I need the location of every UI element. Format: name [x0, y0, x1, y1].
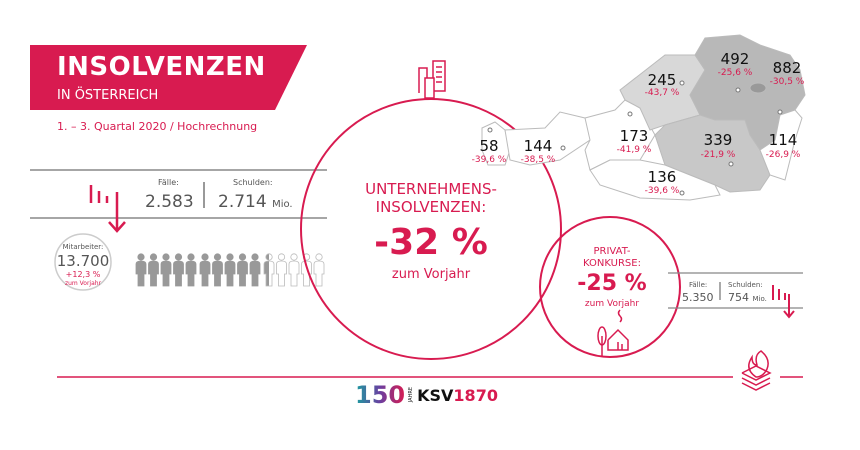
person-icon: [135, 253, 147, 287]
person-icon: [212, 253, 223, 287]
region-change: -30,5 %: [769, 77, 805, 87]
person-icon: [288, 253, 300, 287]
period-label: 1. – 3. Quartal 2020 / Hochrechnung: [57, 120, 258, 133]
logo-years: 150: [355, 381, 406, 409]
buildings-icon: [418, 60, 446, 99]
region-kaernten: [589, 159, 721, 201]
region-change: -38,5 %: [520, 155, 556, 165]
house-tree-icon: [597, 309, 629, 357]
person-icon: [224, 253, 236, 287]
region-value: 114: [768, 131, 798, 149]
region-change: -25,6 %: [717, 68, 753, 78]
person-icon: [173, 253, 184, 287]
logo-brand-year: 1870: [453, 385, 498, 405]
companies-circle: [300, 98, 562, 360]
region-value: 245: [647, 71, 677, 89]
private-debt-label: Schulden:: [728, 281, 763, 289]
region-change: -21,9 %: [700, 150, 736, 160]
companies-debt-label: Schulden:: [233, 178, 273, 187]
person-icon: [263, 253, 275, 287]
page-subtitle: IN ÖSTERREICH: [57, 88, 159, 103]
logo-jahre: JAHRE: [408, 387, 415, 403]
person-icon: [160, 253, 172, 287]
companies-change-note: zum Vorjahr: [391, 267, 471, 282]
companies-debt-unit: Mio.: [272, 199, 293, 210]
region-change: -39,6 %: [471, 155, 507, 165]
employees-value: 13.700: [56, 252, 110, 270]
region-change: -41,9 %: [616, 145, 652, 155]
page-title: INSOLVENZEN: [57, 52, 266, 82]
employees-label: Mitarbeiter:: [62, 243, 104, 251]
region-value: 492: [720, 50, 750, 68]
header-banner: [30, 45, 307, 110]
region-value: 144: [523, 137, 553, 155]
private-change-note: zum Vorjahr: [584, 299, 640, 309]
fire-icon: [741, 350, 772, 391]
companies-heading-line2: INSOLVENZEN:: [375, 198, 487, 216]
private-circle: [539, 216, 681, 358]
private-change: -25 %: [577, 271, 647, 296]
decline-chart-icon: [772, 285, 795, 319]
companies-heading-line1: UNTERNEHMENS-: [365, 180, 497, 198]
companies-debt-value: 2.714: [218, 192, 267, 212]
companies-change: -32 %: [374, 222, 488, 263]
person-icon: [148, 253, 159, 287]
logo-brand: KSV: [417, 385, 454, 405]
employees-change-note: zum Vorjahr: [64, 280, 102, 287]
private-debt-unit: Mio.: [752, 295, 767, 303]
private-heading-line2: KONKURSE:: [583, 258, 641, 269]
region-value: 882: [772, 59, 802, 77]
person-icon: [199, 253, 211, 287]
region-wien: [749, 82, 767, 94]
region-value: 58: [479, 137, 499, 155]
region-change: -39,6 %: [644, 186, 680, 196]
private-cases-value: 5.350: [682, 291, 714, 304]
private-debt-value: 754: [728, 291, 749, 304]
austria-map: [481, 34, 806, 201]
person-icon: [276, 253, 287, 287]
person-icon: [237, 253, 248, 287]
region-burgenland: [759, 109, 803, 181]
employees-change: +12,3 %: [65, 270, 101, 279]
person-icon: [313, 253, 325, 287]
region-vorarlberg: [481, 121, 511, 166]
employees-people-icons: [135, 253, 325, 287]
decline-chart-icon: [89, 185, 126, 233]
ksv-logo: 150 JAHRE KSV 1870: [355, 381, 498, 409]
companies-cases-label: Fälle:: [158, 178, 179, 187]
region-value: 339: [703, 131, 733, 149]
person-icon: [185, 253, 197, 287]
region-value: 173: [619, 127, 649, 145]
region-change: -43,7 %: [644, 88, 680, 98]
region-change: -26,9 %: [765, 150, 801, 160]
private-cases-label: Fälle:: [689, 281, 708, 289]
employees-circle: [54, 233, 112, 291]
companies-cases-value: 2.583: [145, 192, 194, 212]
private-heading-line1: PRIVAT-: [593, 246, 631, 257]
person-icon: [249, 253, 261, 287]
region-value: 136: [647, 168, 677, 186]
person-icon: [301, 253, 312, 287]
